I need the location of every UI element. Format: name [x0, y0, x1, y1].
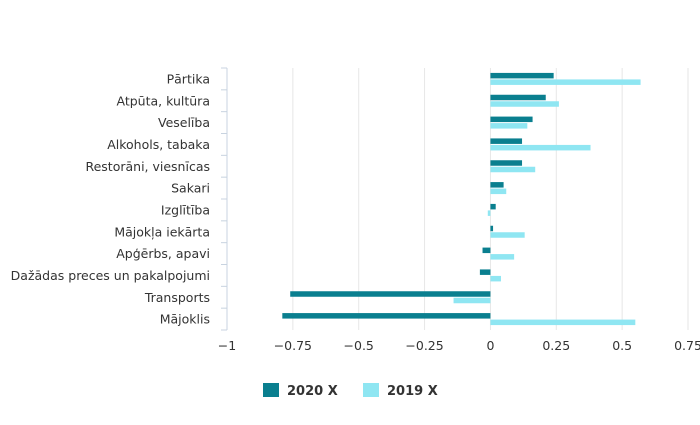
bar-series-1	[490, 182, 504, 188]
legend-swatch	[363, 383, 379, 397]
bar-series-2	[490, 188, 507, 195]
bar-series-1	[490, 94, 546, 101]
bar-series-1	[490, 138, 523, 144]
bar-series-1	[290, 291, 491, 297]
bar-series-1	[479, 269, 491, 275]
category-label: Dažādas preces un pakalpojumi	[11, 268, 210, 283]
category-label: Mājokļa iekārta	[114, 224, 210, 239]
category-label: Mājoklis	[160, 312, 210, 327]
bar-series-2	[490, 275, 501, 282]
x-tick-label: 0.5	[612, 338, 632, 353]
x-tick-label: −0.25	[405, 338, 443, 353]
category-label: Apģērbs, apavi	[116, 246, 210, 261]
bar-series-1	[490, 116, 533, 123]
category-label: Transports	[144, 290, 210, 305]
x-tick-label: 0	[486, 338, 494, 353]
category-label: Restorāni, viesnīcas	[85, 159, 210, 174]
category-label: Pārtika	[167, 71, 210, 86]
bar-series-1	[282, 313, 491, 319]
bar-series-2	[453, 297, 491, 304]
category-label: Alkohols, tabaka	[107, 137, 210, 152]
bar-series-2	[490, 123, 528, 129]
bar-series-2	[487, 210, 491, 216]
bar-series-2	[490, 254, 515, 260]
bar-series-2	[490, 144, 591, 151]
bar-series-1	[490, 160, 523, 166]
x-tick-label: −1	[218, 338, 236, 353]
bar-series-1	[490, 225, 494, 232]
bar-series-2	[490, 79, 641, 85]
x-tick-label: 0.75	[674, 338, 700, 353]
legend-label: 2019 X	[387, 384, 438, 399]
category-label: Izglītība	[161, 202, 210, 217]
bar-series-2	[490, 319, 636, 326]
bar-series-1	[482, 247, 491, 254]
bar-series-2	[490, 166, 536, 173]
legend-swatch	[263, 383, 279, 397]
x-tick-label: 0.25	[542, 338, 570, 353]
bar-series-1	[490, 72, 554, 79]
bar-series-2	[490, 232, 525, 238]
category-label: Atpūta, kultūra	[117, 93, 210, 108]
category-label: Veselība	[158, 115, 210, 130]
legend-label: 2020 X	[287, 384, 338, 399]
x-tick-label: −0.5	[344, 338, 374, 353]
bar-series-1	[490, 203, 496, 210]
category-label: Sakari	[171, 181, 210, 196]
bar-series-2	[490, 101, 559, 107]
x-tick-label: −0.75	[274, 338, 312, 353]
